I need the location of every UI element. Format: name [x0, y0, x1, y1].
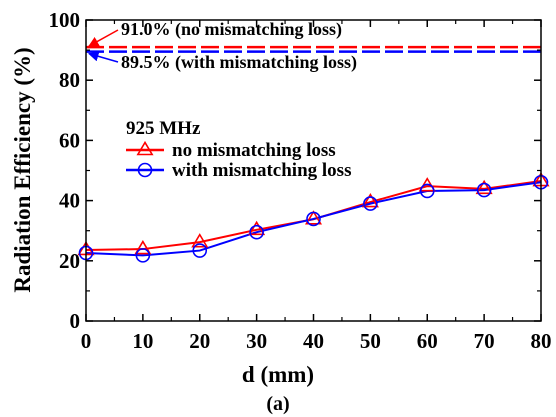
y-tick-label: 60: [59, 128, 80, 152]
y-axis-title: Radiation Efficiency (%): [10, 47, 35, 292]
legend-label: no mismatching loss: [172, 140, 336, 161]
axis-ticks: [85, 19, 542, 322]
data-point-with-mismatch: [306, 211, 321, 227]
annotations: 91.0% (no mismatching loss) 89.5% (with m…: [87, 19, 357, 73]
data-point-no-mismatch: [248, 220, 266, 236]
y-tick-label: 20: [59, 249, 80, 273]
legend-title: 925 MHz: [126, 118, 201, 139]
x-tick-label: 70: [474, 329, 495, 353]
x-tick-label: 10: [132, 329, 153, 353]
y-tick-label: 80: [59, 68, 80, 92]
legend-label: with mismatching loss: [172, 160, 351, 181]
data-point-with-mismatch: [135, 248, 151, 263]
x-axis-title: d (mm): [242, 362, 314, 387]
series-line-no-mismatch: [85, 180, 542, 251]
data-point-no-mismatch: [361, 193, 379, 208]
data-point-with-mismatch: [249, 224, 264, 240]
x-tick-label: 80: [531, 329, 552, 353]
data-point-no-mismatch: [304, 210, 323, 225]
data-point-with-mismatch: [192, 243, 208, 258]
y-tick-label: 100: [49, 8, 81, 32]
figure-caption: (a): [266, 393, 289, 415]
tick-labels: 0 10 20 30 40 50 60 70 80 0 20 40 60 80 100: [49, 8, 552, 353]
series-line-with-mismatch: [85, 181, 542, 257]
data-point-with-mismatch: [476, 182, 492, 198]
annotation-arrow-no-mismatch: [88, 29, 119, 47]
x-tick-label: 30: [246, 329, 267, 353]
reference-lines: [86, 45, 541, 53]
data-point-with-mismatch: [419, 183, 435, 199]
data-point-no-mismatch: [134, 239, 152, 255]
x-tick-label: 60: [417, 329, 438, 353]
legend-marker-triangle: [136, 140, 154, 156]
y-tick-label: 40: [59, 189, 80, 213]
annotation-arrow-with-mismatch: [87, 51, 119, 63]
x-tick-label: 40: [303, 329, 324, 353]
series-lines: [85, 180, 542, 257]
data-point-no-mismatch: [191, 233, 209, 248]
y-tick-label: 0: [70, 309, 81, 333]
annotation-no-mismatch: 91.0% (no mismatching loss): [121, 19, 342, 40]
data-point-with-mismatch: [363, 196, 378, 211]
annotation-with-mismatch: 89.5% (with mismatching loss): [121, 52, 357, 73]
data-point-no-mismatch: [475, 179, 493, 195]
legend-marker-circle: [137, 162, 153, 178]
x-tick-label: 0: [81, 329, 92, 353]
x-tick-label: 50: [360, 329, 381, 353]
x-tick-label: 20: [189, 329, 210, 353]
